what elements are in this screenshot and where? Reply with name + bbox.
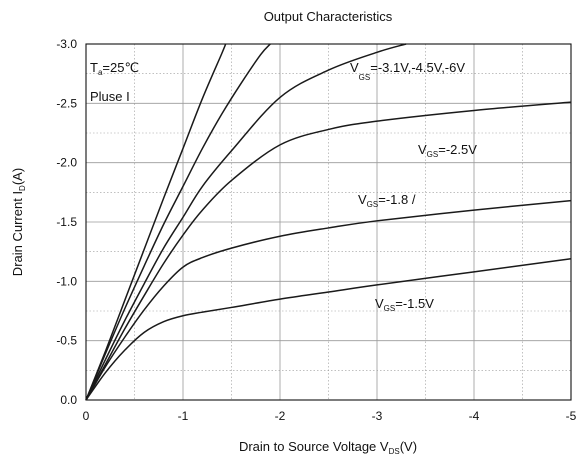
annotation-vgs-1-5: VGS=-1.5V xyxy=(375,296,434,313)
series-curve-3 xyxy=(85,43,407,401)
annotation-vgs-2-5: VGS=-2.5V xyxy=(418,142,477,159)
annotation-vgs-1-8: VGS=-1.8 / xyxy=(358,192,416,209)
y-tick-labels: 0.0 -0.5 -1.0 -1.5 -2.0 -2.5 -3.0 xyxy=(56,37,77,407)
x-axis-label: Drain to Source Voltage VDS(V) xyxy=(239,439,417,456)
annotation-pulse: Pluse I xyxy=(90,89,130,104)
x-tick-label: -3 xyxy=(372,409,383,423)
y-tick-label: 0.0 xyxy=(60,393,77,407)
grid xyxy=(86,44,571,400)
y-tick-label: -0.5 xyxy=(56,334,77,348)
series-curve-1 xyxy=(85,43,227,401)
annotation-vgs-high: VGS=-3.1V,-4.5V,-6V xyxy=(350,60,465,82)
x-tick-label: -2 xyxy=(275,409,286,423)
x-tick-labels: 0 -1 -2 -3 -4 -5 xyxy=(83,409,577,423)
x-tick-label: -1 xyxy=(178,409,189,423)
y-tick-label: -3.0 xyxy=(56,37,77,51)
x-tick-label: 0 xyxy=(83,409,90,423)
y-tick-label: -1.5 xyxy=(56,215,77,229)
chart-title: Output Characteristics xyxy=(264,9,393,24)
x-tick-label: -4 xyxy=(469,409,480,423)
y-tick-label: -2.0 xyxy=(56,156,77,170)
y-tick-label: -1.0 xyxy=(56,274,77,288)
y-axis-label: Drain Current ID(A) xyxy=(10,168,27,276)
y-tick-label: -2.5 xyxy=(56,96,77,110)
series-curve-6 xyxy=(85,258,572,401)
series-curve-2 xyxy=(85,43,271,401)
series-curve-5 xyxy=(85,199,572,401)
annotation-temperature: Ta=25℃ xyxy=(90,60,139,77)
x-tick-label: -5 xyxy=(566,409,577,423)
curves xyxy=(85,43,572,401)
plot-frame xyxy=(85,43,572,401)
series-curve-4 xyxy=(85,101,572,401)
